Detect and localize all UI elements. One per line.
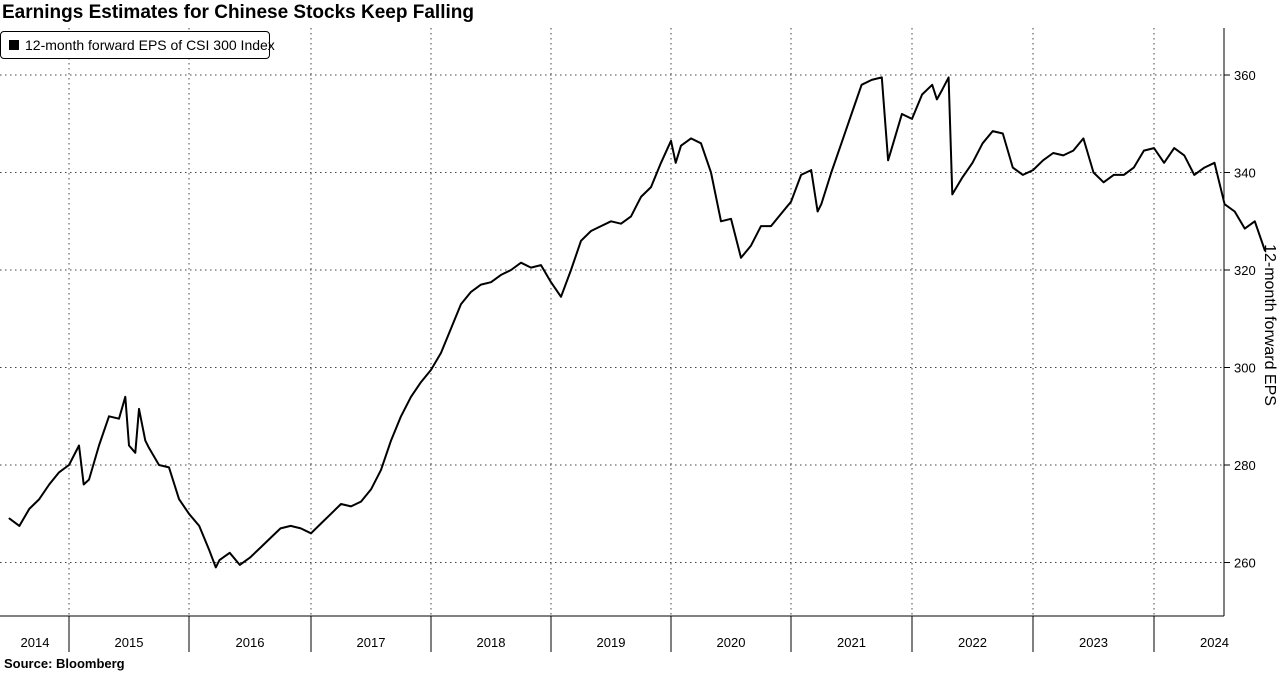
y-tick-label: 260 [1234, 556, 1256, 571]
x-tick-label: 2015 [115, 635, 144, 650]
x-tick-label: 2019 [597, 635, 626, 650]
series-layer [8, 76, 1266, 569]
y-tick-label: 340 [1234, 166, 1256, 181]
y-axis-label: 12-month forward EPS [1261, 244, 1278, 406]
chart-title: Earnings Estimates for Chinese Stocks Ke… [2, 2, 474, 23]
axis-layer [0, 28, 1230, 652]
x-tick-label: 2024 [1200, 635, 1229, 650]
y-tick-label: 300 [1234, 361, 1256, 376]
x-tick-label: 2016 [236, 635, 265, 650]
x-tick-label: 2020 [717, 635, 746, 650]
x-tick-label: 2021 [837, 635, 866, 650]
legend-swatch [9, 40, 19, 50]
x-tick-label: 2023 [1079, 635, 1108, 650]
grid-layer [0, 28, 1224, 616]
x-tick-label: 2014 [21, 635, 50, 650]
source-note: Source: Bloomberg [4, 656, 125, 671]
tick-labels: 260 280 300 320 340 360 2014 2015 2016 2017 2018 20… [21, 68, 1256, 650]
legend-label: 12-month forward EPS of CSI 300 Index [25, 37, 275, 53]
y-tick-label: 360 [1234, 68, 1256, 83]
series-line [8, 76, 1266, 569]
legend: 12-month forward EPS of CSI 300 Index [0, 31, 275, 59]
y-tick-label: 320 [1234, 263, 1256, 278]
x-tick-label: 2017 [357, 635, 386, 650]
y-tick-label: 280 [1234, 458, 1256, 473]
x-tick-label: 2018 [477, 635, 506, 650]
x-tick-label: 2022 [958, 635, 987, 650]
